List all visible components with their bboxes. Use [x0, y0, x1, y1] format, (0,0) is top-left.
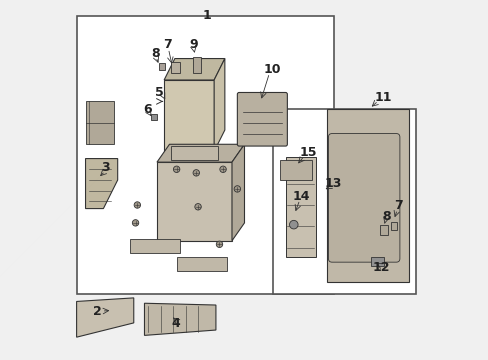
Bar [380, 225, 387, 235]
Bar [151, 113, 157, 120]
Polygon shape [326, 109, 408, 282]
Bar [171, 62, 180, 73]
Bar [390, 222, 397, 230]
Bar [285, 157, 315, 257]
Bar [164, 80, 214, 152]
Text: 4: 4 [171, 317, 180, 330]
Text: 6: 6 [142, 103, 151, 116]
Text: 5: 5 [155, 86, 163, 99]
Bar [77, 16, 333, 294]
Bar [370, 257, 383, 266]
Polygon shape [77, 298, 134, 337]
Circle shape [132, 220, 139, 226]
Text: 14: 14 [292, 190, 310, 203]
Polygon shape [157, 144, 244, 162]
Circle shape [193, 170, 199, 176]
Bar [280, 160, 312, 180]
Text: 7: 7 [394, 199, 403, 212]
Bar [85, 102, 114, 144]
Bar [272, 109, 415, 294]
Circle shape [216, 241, 222, 248]
Text: 7: 7 [163, 39, 172, 51]
Circle shape [220, 166, 226, 172]
Text: 8: 8 [381, 210, 390, 223]
Text: 15: 15 [299, 146, 316, 159]
Circle shape [134, 202, 140, 208]
Polygon shape [164, 59, 224, 80]
FancyBboxPatch shape [237, 93, 287, 146]
Bar [157, 162, 231, 241]
Bar [159, 63, 165, 70]
Polygon shape [214, 59, 224, 152]
Text: 9: 9 [189, 39, 198, 51]
Circle shape [173, 166, 180, 172]
Text: 3: 3 [101, 161, 109, 174]
Circle shape [234, 186, 240, 192]
Polygon shape [144, 303, 216, 336]
Bar [130, 239, 180, 253]
Circle shape [289, 220, 298, 229]
Bar [176, 257, 226, 271]
Text: 1: 1 [202, 9, 211, 22]
Circle shape [194, 203, 201, 210]
Text: 10: 10 [263, 63, 281, 76]
Polygon shape [85, 158, 118, 208]
Polygon shape [231, 144, 244, 241]
Text: 12: 12 [371, 261, 389, 274]
Text: 11: 11 [374, 91, 391, 104]
Bar [192, 57, 200, 73]
FancyBboxPatch shape [328, 134, 399, 262]
Text: 8: 8 [151, 47, 159, 60]
Text: 13: 13 [324, 177, 341, 190]
Bar [171, 146, 217, 160]
Text: 2: 2 [93, 305, 102, 318]
